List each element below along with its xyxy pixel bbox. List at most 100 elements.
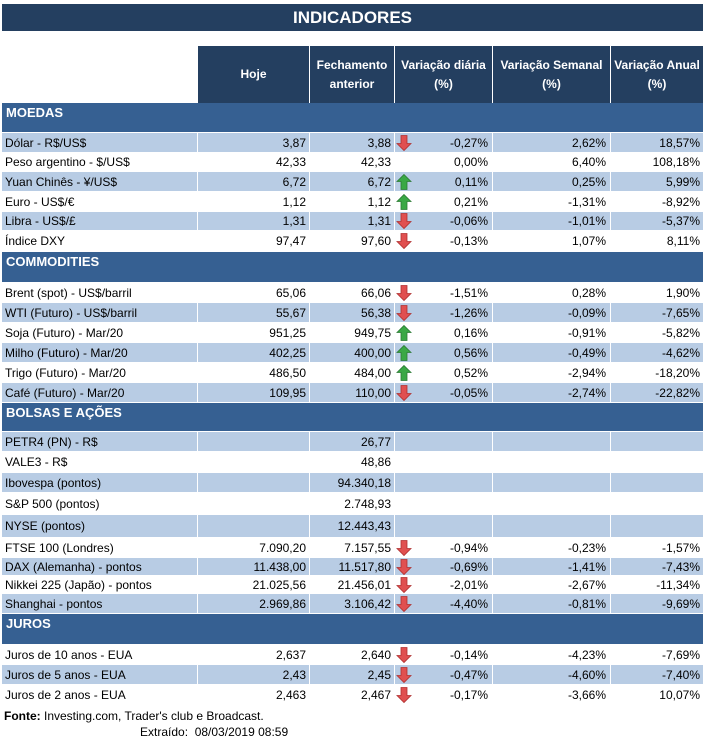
value-semanal: 0,25% [492,172,610,191]
value-semanal [492,473,610,492]
table-row: DAX (Alemanha) - pontos 11.438,00 11.517,8… [2,558,703,576]
value-hoje: 65,06 [197,283,309,302]
value-fechamento: 484,00 [309,363,394,382]
value-anual [610,493,703,514]
value-fechamento: 949,75 [309,323,394,342]
column-headers: Hoje Fechamento anterior Variação diária… [197,46,703,103]
value-anual: -5,82% [610,323,703,342]
value-diaria: -0,69% [449,559,488,574]
value-semanal: -2,67% [492,576,610,593]
arrow-down-icon [396,686,412,703]
value-anual: 8,11% [610,231,703,251]
value-hoje: 97,47 [197,231,309,251]
table-row: Juros de 5 anos - EUA 2,43 2,45 -0,47% -4,60… [2,665,703,685]
value-hoje: 2,637 [197,645,309,664]
value-diaria-cell: -0,06% [394,212,492,230]
value-hoje: 1,31 [197,212,309,230]
row-label: Milho (Futuro) - Mar/20 [5,345,128,360]
value-diaria: -0,94% [449,540,488,555]
value-fechamento: 97,60 [309,231,394,251]
value-fechamento: 2,640 [309,645,394,664]
value-diaria: -0,06% [449,214,488,228]
arrow-up-icon [396,364,412,381]
row-label: FTSE 100 (Londres) [5,540,114,555]
arrow-down-icon [396,284,412,301]
value-fechamento: 3,88 [309,133,394,152]
source-note: Fonte: Investing.com, Trader's club e Br… [4,709,264,723]
value-hoje: 1,12 [197,192,309,211]
value-semanal: 6,40% [492,153,610,171]
extracted-note: Extraído: 08/03/2019 08:59 [140,725,288,739]
value-anual: 18,57% [610,133,703,152]
value-diaria: -2,01% [449,577,488,592]
section-header: COMMODITIES [2,252,703,283]
extracted-value: 08/03/2019 08:59 [194,725,289,739]
row-label: PETR4 (PN) - R$ [5,434,98,449]
value-hoje: 486,50 [197,363,309,382]
value-diaria-cell: -2,01% [394,576,492,593]
extracted-label: Extraído: [140,725,189,739]
value-diaria: -4,40% [449,596,488,611]
value-semanal: 0,28% [492,283,610,302]
row-label: S&P 500 (pontos) [5,496,100,511]
arrow-down-icon [396,539,412,556]
indicators-table: MOEDAS Dólar - R$/US$ 3,87 3,88 -0,27% 2,62% 1… [2,103,703,705]
row-label: Libra - US$/£ [5,214,76,228]
value-diaria-cell: -0,13% [394,231,492,251]
row-label: Juros de 2 anos - EUA [5,687,126,702]
arrow-down-icon [396,233,412,250]
arrow-up-icon [396,324,412,341]
value-anual: -5,37% [610,212,703,230]
value-semanal: -2,74% [492,383,610,402]
arrow-down-icon [396,384,412,401]
value-diaria-cell: -4,40% [394,594,492,613]
row-label: Juros de 5 anos - EUA [5,667,126,682]
value-diaria-cell: 0,16% [394,323,492,342]
value-semanal: -2,94% [492,363,610,382]
value-anual [610,515,703,537]
value-anual: -8,92% [610,192,703,211]
value-fechamento: 1,12 [309,192,394,211]
table-row: VALE3 - R$ 48,86 [2,452,703,473]
value-diaria: 0,21% [453,194,488,209]
value-hoje: 109,95 [197,383,309,402]
table-row: Juros de 2 anos - EUA 2,463 2,467 -0,17% -3,… [2,685,703,705]
value-diaria-cell: -1,51% [394,283,492,302]
value-fechamento: 94.340,18 [309,473,394,492]
value-diaria-cell: 0,21% [394,192,492,211]
row-label: Brent (spot) - US$/barril [5,285,132,300]
row-label: VALE3 - R$ [5,455,68,469]
source-label: Fonte: [4,709,41,723]
table-row: PETR4 (PN) - R$ 26,77 [2,432,703,452]
table-row: Café (Futuro) - Mar/20 109,95 110,00 -0,05%… [2,383,703,403]
value-hoje [197,493,309,514]
value-hoje: 6,72 [197,172,309,191]
value-fechamento: 6,72 [309,172,394,191]
row-label: Nikkei 225 (Japão) - pontos [5,577,152,592]
value-diaria-cell: -1,26% [394,303,492,322]
value-diaria: -1,51% [449,285,488,300]
value-semanal [492,493,610,514]
table-row: Nikkei 225 (Japão) - pontos 21.025,56 21.4… [2,576,703,594]
row-label: Shanghai - pontos [5,596,103,611]
row-label: Peso argentino - $/US$ [5,155,130,169]
value-anual [610,452,703,472]
arrow-up-icon [396,193,412,210]
table-row: Milho (Futuro) - Mar/20 402,25 400,00 0,56%… [2,343,703,363]
arrow-down-icon [396,213,412,230]
value-semanal: 2,62% [492,133,610,152]
table-row: Trigo (Futuro) - Mar/20 486,50 484,00 0,52%… [2,363,703,383]
value-diaria-cell: -0,94% [394,538,492,557]
value-fechamento: 2,45 [309,665,394,684]
value-anual: -7,69% [610,645,703,664]
value-anual [610,432,703,451]
column-header-variacao-anual: Variação Anual (%) [610,46,703,103]
table-row: Dólar - R$/US$ 3,87 3,88 -0,27% 2,62% 18,57% [2,133,703,153]
value-hoje: 402,25 [197,343,309,362]
value-anual: -4,62% [610,343,703,362]
value-hoje [197,432,309,451]
value-diaria-cell [394,452,492,472]
value-diaria: 0,56% [453,345,488,360]
value-semanal [492,515,610,537]
value-diaria: 0,16% [453,325,488,340]
